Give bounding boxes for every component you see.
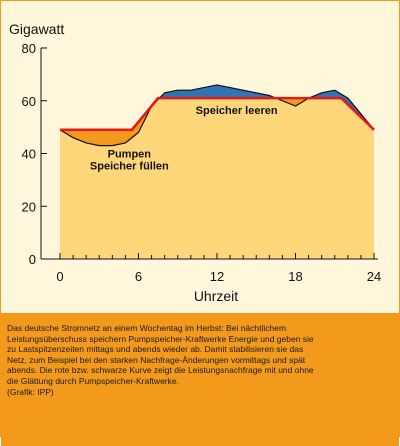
chart-plot: 0 20 40 60 80 0 6 12 18 24 Gigawatt Uhrzeit Speic…: [9, 21, 381, 304]
x-axis-title: Uhrzeit: [194, 288, 238, 304]
caption-line: Das deutsche Stromnetz an einem Wochenta…: [7, 323, 287, 333]
storage-discharge-area: [60, 84, 374, 130]
base-demand-area: [60, 98, 374, 259]
x-tick-label: 12: [210, 269, 224, 284]
y-axis-title: Gigawatt: [9, 21, 64, 37]
annotation-label: Speicher füllen: [90, 160, 169, 172]
y-tick-label: 80: [22, 41, 36, 56]
y-tick-label: 60: [22, 94, 36, 109]
caption-line: (Grafik: IPP): [7, 386, 54, 397]
x-tick-label: 24: [367, 269, 381, 284]
caption-line: Netz, zum Beispiel bei den starken Nachf…: [7, 354, 306, 365]
caption-line: abends. Die rote bzw. schwarze Kurve zei…: [7, 365, 314, 376]
y-tick-label: 40: [22, 147, 36, 162]
annotation-label: Speicher leeren: [196, 105, 278, 117]
y-tick-label: 20: [22, 199, 36, 214]
caption-line: zu Lastspitzenzeiten mittags und abends …: [7, 344, 304, 355]
y-tick-label: 0: [29, 252, 36, 267]
annotation-label: Pumpen: [108, 148, 152, 160]
x-tick-label: 6: [135, 269, 142, 284]
pump-storage-fill-area: [60, 98, 374, 146]
caption-line: Leistungsüberschuss speichern Pumpspeich…: [7, 333, 314, 344]
demand-curve-without-storage: [59, 84, 375, 147]
demand-curve-smoothed: [60, 96, 375, 132]
x-tick-label: 18: [288, 269, 302, 284]
caption: Das deutsche Stromnetz an einem Wochenta…: [1, 313, 399, 446]
x-tick-label: 0: [56, 269, 63, 284]
caption-line: die Glättung durch Pumpspeicher-Kraftwer…: [7, 375, 179, 386]
